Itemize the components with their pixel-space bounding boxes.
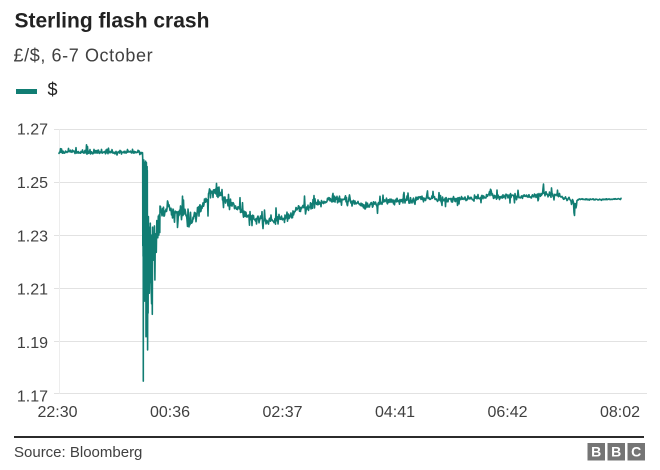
svg-text:B: B <box>611 444 621 460</box>
svg-text:$: $ <box>48 80 58 100</box>
svg-text:C: C <box>631 444 641 460</box>
svg-text:04:41: 04:41 <box>375 404 415 421</box>
svg-text:06:42: 06:42 <box>487 404 527 421</box>
svg-text:Source: Bloomberg: Source: Bloomberg <box>14 444 142 461</box>
svg-text:1.17: 1.17 <box>17 388 48 405</box>
svg-text:02:37: 02:37 <box>262 404 302 421</box>
svg-text:00:36: 00:36 <box>150 404 190 421</box>
svg-text:B: B <box>591 444 601 460</box>
svg-text:1.25: 1.25 <box>17 175 48 192</box>
svg-text:1.23: 1.23 <box>17 228 48 245</box>
svg-text:£/$, 6-7 October: £/$, 6-7 October <box>14 46 154 66</box>
svg-text:22:30: 22:30 <box>37 404 77 421</box>
svg-text:Sterling flash crash: Sterling flash crash <box>15 10 210 33</box>
svg-text:1.19: 1.19 <box>17 335 48 352</box>
svg-text:08:02: 08:02 <box>600 404 640 421</box>
svg-text:1.21: 1.21 <box>17 282 48 299</box>
svg-text:1.27: 1.27 <box>17 122 48 139</box>
